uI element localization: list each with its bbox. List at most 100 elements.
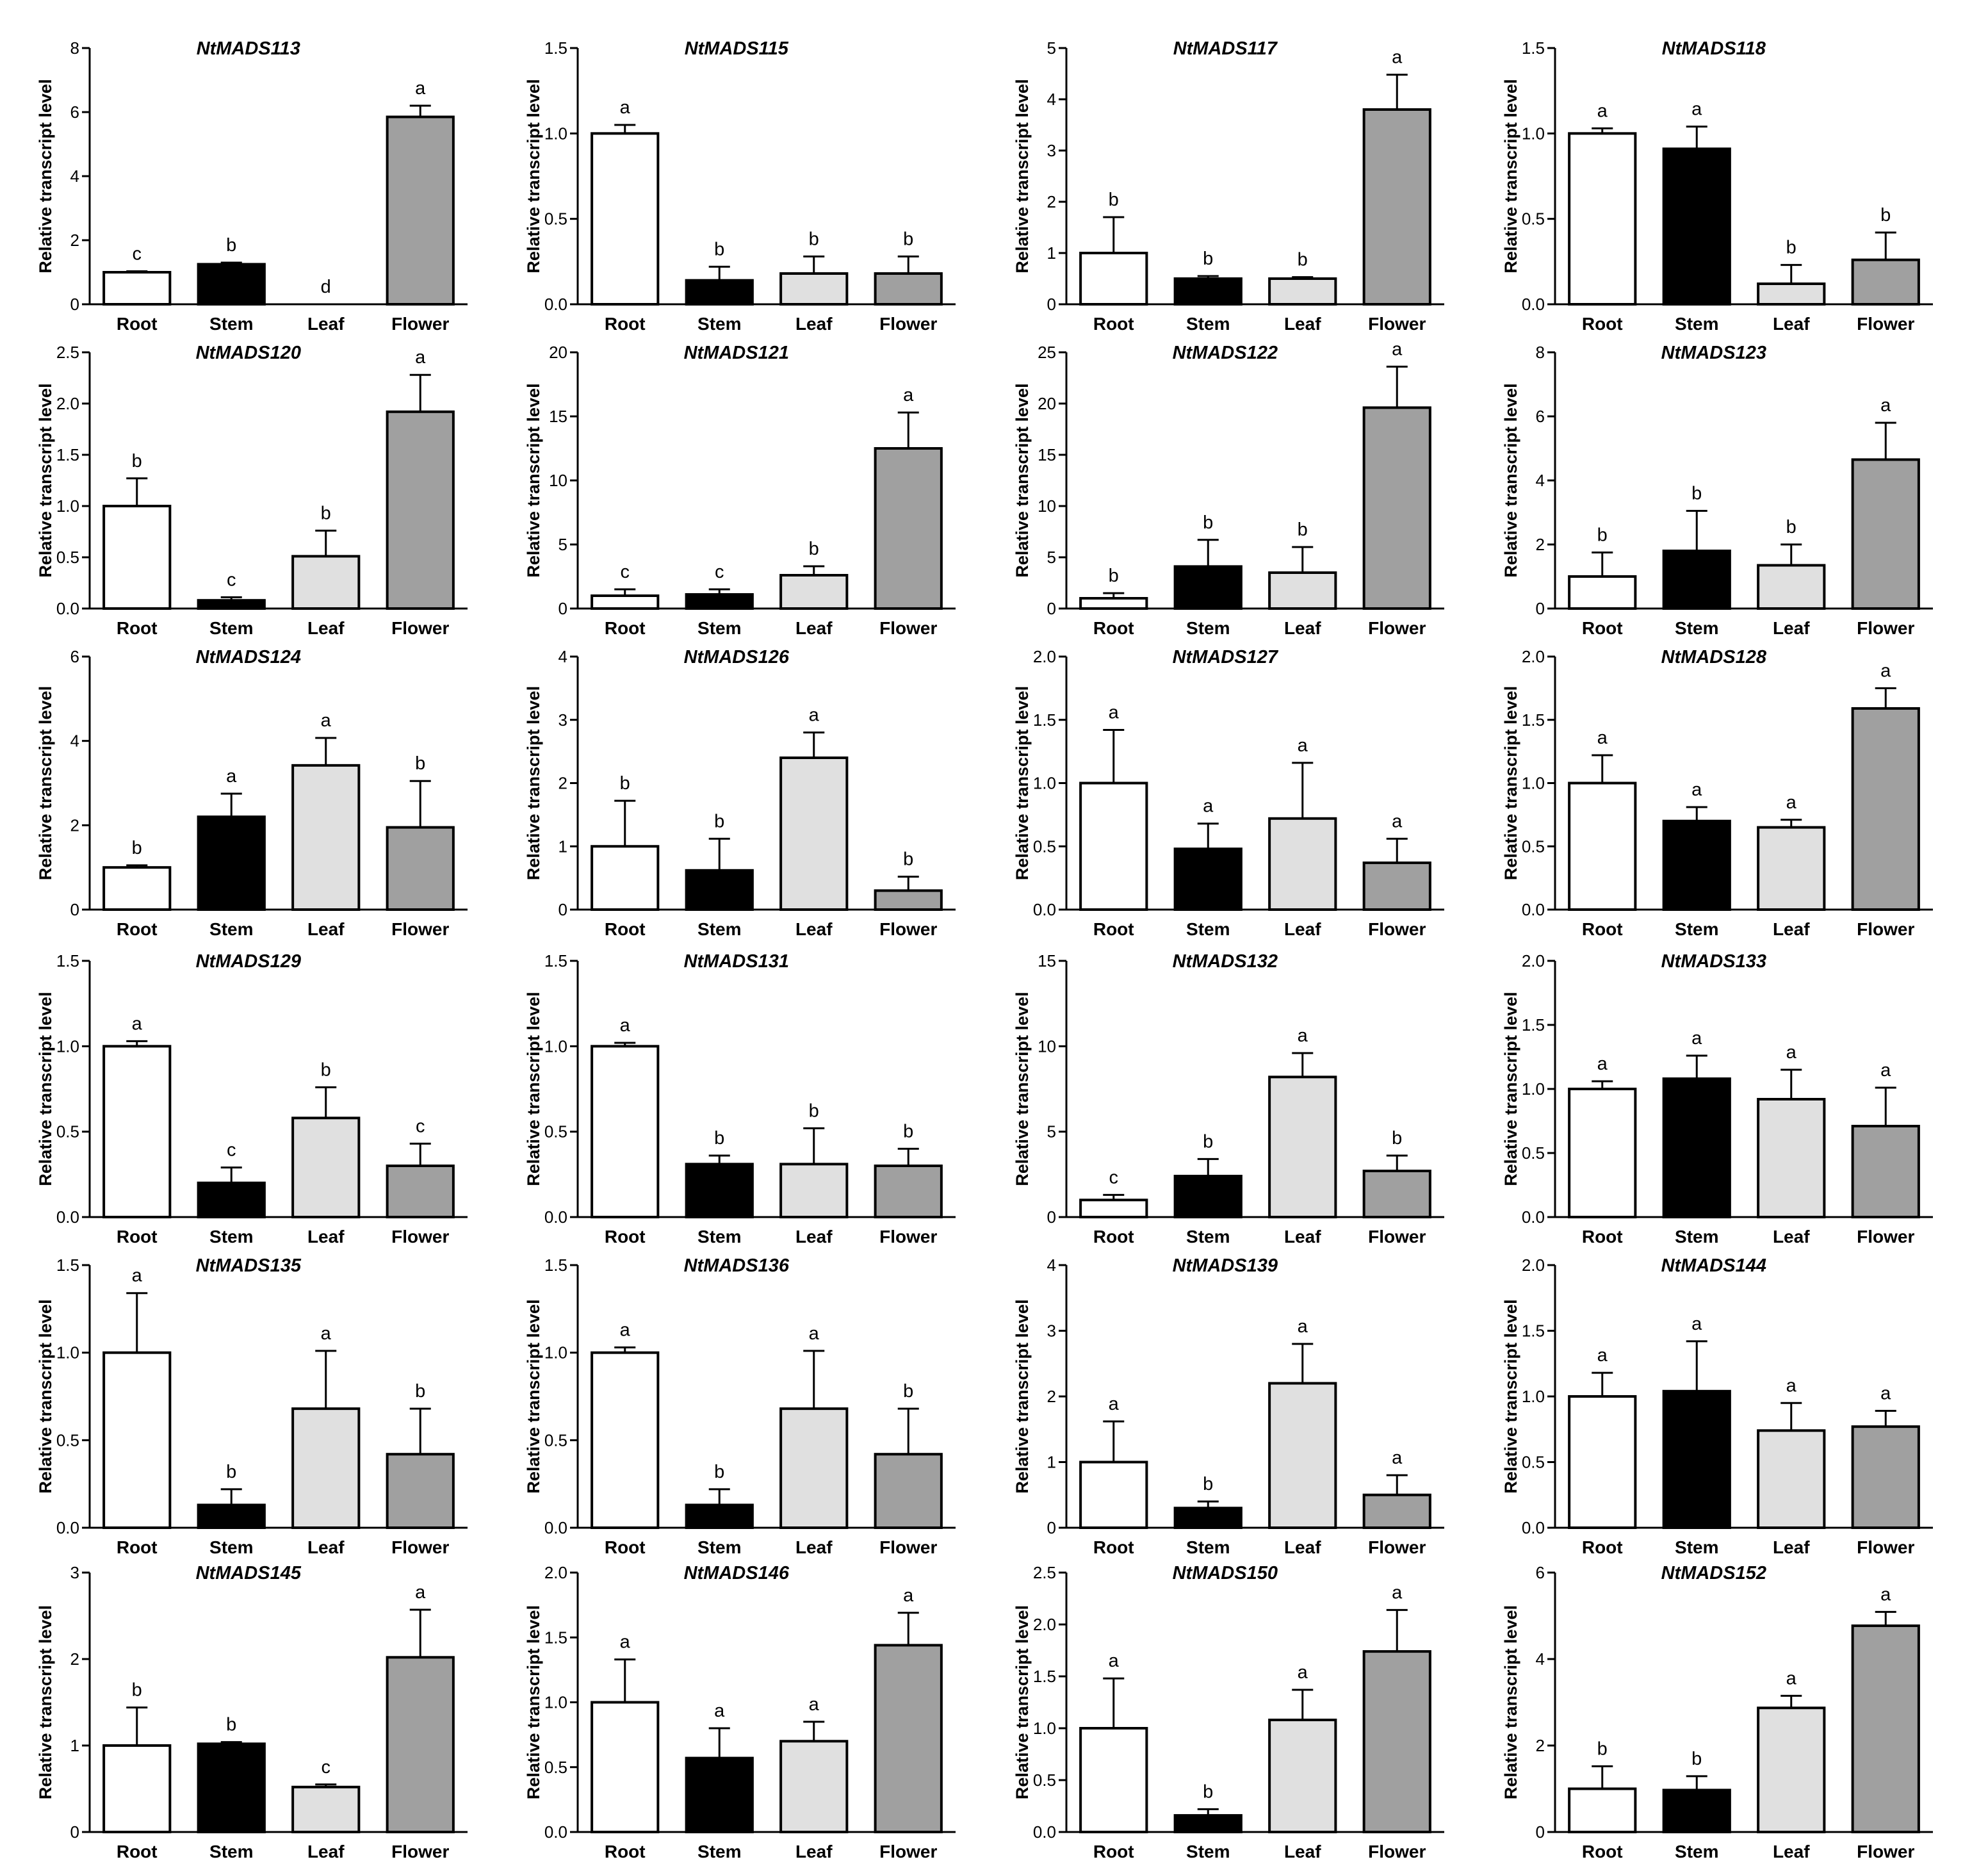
x-tick-label: Stem — [1186, 1227, 1230, 1247]
x-tick-label: Stem — [697, 919, 741, 939]
y-tick-label: 0.0 — [56, 599, 79, 618]
significance-letter: b — [903, 1121, 913, 1141]
x-tick-label: Leaf — [1284, 1227, 1321, 1247]
x-tick-label: Stem — [697, 1537, 741, 1557]
bar — [685, 1503, 754, 1529]
significance-letter: b — [1786, 238, 1797, 258]
bar — [1268, 1719, 1337, 1834]
x-tick-label: Root — [117, 314, 158, 334]
significance-letter: b — [1392, 1128, 1402, 1149]
y-tick-label: 0.0 — [544, 1207, 567, 1227]
significance-letter: b — [903, 849, 913, 870]
significance-letter: a — [1392, 339, 1403, 359]
chart-title: NtMADS115 — [685, 38, 789, 59]
y-tick-label: 3 — [1047, 1321, 1056, 1341]
significance-letter: b — [1691, 1749, 1702, 1769]
x-tick-label: Root — [1582, 919, 1623, 939]
chart-title: NtMADS120 — [196, 343, 301, 363]
y-axis-label: Relative transcript level — [1013, 79, 1032, 273]
y-tick-label: 0.5 — [1522, 837, 1545, 856]
y-tick-label: 1 — [1047, 243, 1056, 263]
y-axis-label: Relative transcript level — [36, 1299, 55, 1493]
bar — [1268, 817, 1337, 912]
bar — [779, 574, 849, 610]
chart-title: NtMADS136 — [684, 1255, 790, 1276]
y-tick-label: 4 — [70, 167, 79, 186]
x-tick-label: Flower — [879, 1842, 937, 1861]
bar — [779, 1163, 849, 1219]
bar — [1173, 565, 1242, 610]
bar — [685, 1756, 754, 1833]
significance-letter: a — [1109, 1651, 1120, 1671]
bar — [591, 132, 660, 306]
y-tick-label: 10 — [1038, 1036, 1056, 1056]
y-tick-label: 1.5 — [1522, 38, 1545, 58]
significance-letter: a — [1691, 780, 1702, 800]
significance-letter: a — [1392, 1582, 1403, 1603]
bar — [1079, 1460, 1148, 1529]
significance-letter: a — [620, 1632, 631, 1653]
y-tick-label: 2 — [70, 1649, 79, 1669]
x-tick-label: Root — [117, 1227, 158, 1247]
y-tick-label: 6 — [70, 647, 79, 666]
chart-title: NtMADS117 — [1173, 38, 1278, 59]
y-tick-label: 4 — [1536, 471, 1545, 490]
chart-title: NtMADS113 — [197, 38, 300, 59]
x-tick-label: Flower — [391, 314, 449, 334]
y-tick-label: 6 — [1536, 407, 1545, 426]
y-tick-label: 8 — [70, 38, 79, 58]
bar — [1662, 1077, 1731, 1218]
bar — [1362, 108, 1431, 306]
bar — [386, 1165, 455, 1218]
chart-panel: 0.0 0.5 1.0 1.5 2.0 Relative transcript level… — [1501, 1255, 1933, 1557]
x-tick-label: Stem — [209, 1537, 253, 1557]
significance-letter: b — [714, 239, 724, 259]
y-tick-label: 0.5 — [56, 1122, 79, 1141]
significance-letter: b — [1880, 205, 1891, 225]
y-tick-label: 2 — [70, 231, 79, 250]
chart-title: NtMADS133 — [1661, 951, 1766, 972]
bar — [102, 271, 172, 306]
bar — [1362, 1170, 1431, 1218]
chart-panel: 0.0 0.5 1.0 1.5 Relative transcript level NtM… — [1501, 38, 1933, 334]
bar — [874, 889, 943, 911]
y-axis-label: Relative transcript level — [1501, 383, 1520, 577]
y-tick-label: 1.5 — [1522, 1321, 1545, 1341]
y-axis-label: Relative transcript level — [1013, 1605, 1032, 1799]
x-tick-label: Root — [1093, 919, 1134, 939]
y-tick-label: 5 — [558, 535, 567, 554]
y-tick-label: 0.0 — [544, 295, 567, 314]
x-tick-label: Flower — [1368, 1227, 1426, 1247]
bar — [874, 1644, 943, 1833]
bar — [197, 263, 266, 306]
y-axis-label: Relative transcript level — [1501, 992, 1520, 1186]
bar — [1568, 1395, 1637, 1529]
y-tick-label: 0 — [70, 295, 79, 314]
x-tick-label: Flower — [1368, 1842, 1426, 1861]
y-tick-label: 1.0 — [544, 1036, 567, 1056]
y-tick-label: 0.5 — [1522, 1453, 1545, 1472]
bar — [197, 815, 266, 911]
bar — [1173, 277, 1242, 306]
significance-letter: b — [1203, 1474, 1213, 1494]
x-tick-label: Flower — [1857, 1842, 1914, 1861]
y-axis-label: Relative transcript level — [36, 686, 55, 880]
y-tick-label: 0.0 — [56, 1518, 79, 1537]
chart-title: NtMADS132 — [1173, 951, 1278, 972]
x-tick-label: Leaf — [795, 919, 833, 939]
bar — [1173, 1814, 1242, 1834]
x-tick-label: Root — [1582, 1842, 1623, 1861]
y-tick-label: 2 — [1047, 1387, 1056, 1406]
x-tick-label: Flower — [1368, 1537, 1426, 1557]
x-tick-label: Leaf — [795, 1537, 833, 1557]
significance-letter: b — [903, 229, 913, 249]
y-tick-label: 5 — [1047, 1122, 1056, 1141]
chart-title: NtMADS128 — [1661, 647, 1767, 667]
bar — [779, 272, 849, 306]
bar — [1079, 1727, 1148, 1833]
x-tick-label: Flower — [1857, 919, 1914, 939]
bar — [1079, 597, 1148, 610]
x-tick-label: Flower — [879, 919, 937, 939]
bar — [102, 1351, 172, 1530]
x-tick-label: Flower — [391, 1227, 449, 1247]
